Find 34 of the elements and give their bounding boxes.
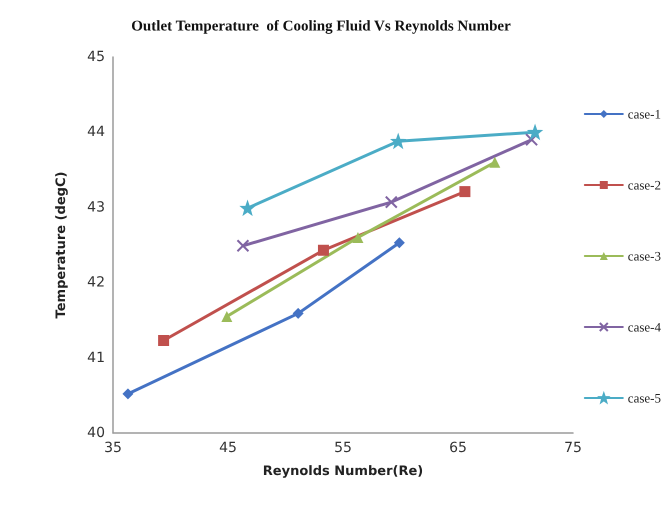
point bbox=[528, 126, 542, 139]
y-tick-label: 40 bbox=[87, 425, 105, 441]
legend-label: case-2 bbox=[628, 178, 662, 192]
point bbox=[292, 308, 304, 319]
legend-label: case-3 bbox=[628, 248, 662, 264]
point bbox=[221, 310, 232, 322]
y-tick-label: 41 bbox=[87, 350, 105, 366]
point bbox=[318, 244, 329, 256]
point bbox=[384, 196, 398, 209]
point bbox=[525, 133, 538, 146]
legend-label: case-5 bbox=[628, 390, 662, 406]
x-axis-title: Reynolds Number(Re) bbox=[262, 464, 424, 479]
x-tick-label: 55 bbox=[334, 440, 352, 456]
y-tick-label: 43 bbox=[87, 199, 105, 216]
point bbox=[489, 156, 500, 168]
point bbox=[158, 335, 170, 346]
point bbox=[241, 202, 254, 215]
point bbox=[236, 239, 250, 252]
y-tick-label: 42 bbox=[87, 274, 105, 291]
y-axis-title: Temperature (degC) bbox=[54, 172, 69, 318]
point bbox=[459, 186, 470, 198]
y-tick-label: 45 bbox=[87, 49, 105, 65]
legend-label: case-4 bbox=[628, 320, 662, 334]
legend-label: case-1 bbox=[628, 106, 662, 122]
x-tick-label: 75 bbox=[564, 440, 582, 456]
chart-title: Outlet Temperature of Cooling Fluid Vs Reynolds Number bbox=[131, 18, 512, 34]
point bbox=[394, 237, 405, 248]
x-tick-label: 35 bbox=[104, 440, 122, 456]
point bbox=[122, 388, 134, 400]
point bbox=[392, 134, 405, 148]
x-tick-label: 45 bbox=[219, 440, 237, 456]
point bbox=[352, 232, 364, 243]
x-tick-label: 65 bbox=[449, 440, 467, 456]
y-tick-label: 44 bbox=[87, 124, 106, 140]
